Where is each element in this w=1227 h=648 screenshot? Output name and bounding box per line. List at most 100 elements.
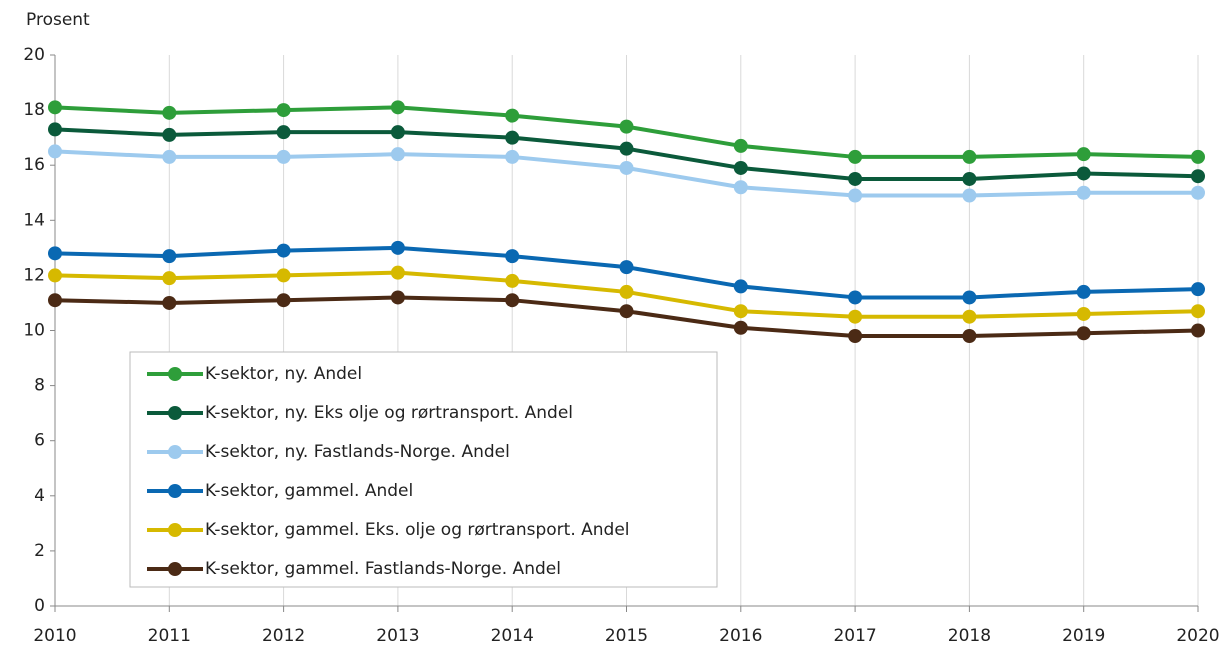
x-tick-label: 2018 — [948, 626, 991, 646]
legend-marker — [168, 562, 182, 576]
data-point — [848, 149, 863, 164]
data-point — [505, 273, 520, 288]
data-point — [48, 246, 62, 261]
data-point — [162, 127, 177, 142]
data-point — [962, 149, 977, 164]
data-point — [1191, 323, 1205, 338]
x-tick-label: 2011 — [148, 626, 191, 646]
data-point — [1076, 306, 1091, 321]
x-tick-label: 2017 — [833, 626, 876, 646]
data-point — [162, 249, 177, 264]
data-point — [1076, 284, 1091, 299]
legend-label: K-sektor, gammel. Andel — [205, 481, 413, 501]
data-point — [505, 108, 520, 123]
data-point — [848, 171, 863, 186]
data-point — [962, 290, 977, 305]
data-point — [962, 329, 977, 344]
legend-label: K-sektor, gammel. Fastlands-Norge. Andel — [205, 559, 561, 579]
y-tick-label: 20 — [23, 45, 45, 65]
data-point — [1076, 166, 1091, 181]
data-point — [276, 268, 291, 283]
y-tick-label: 4 — [34, 486, 45, 506]
data-point — [619, 141, 634, 156]
data-point — [1076, 147, 1091, 162]
data-point — [619, 260, 634, 275]
data-point — [619, 284, 634, 299]
data-point — [390, 125, 405, 140]
data-point — [276, 243, 291, 258]
data-point — [276, 149, 291, 164]
data-point — [505, 130, 520, 145]
data-point — [1191, 185, 1205, 200]
data-point — [1191, 282, 1205, 297]
data-point — [276, 293, 291, 308]
data-point — [619, 304, 634, 319]
y-tick-label: 8 — [34, 376, 45, 396]
legend-marker — [168, 523, 182, 537]
data-point — [505, 293, 520, 308]
data-point — [1191, 149, 1205, 164]
data-point — [48, 268, 62, 283]
data-point — [505, 249, 520, 264]
data-point — [733, 279, 748, 294]
data-point — [505, 149, 520, 164]
data-point — [733, 304, 748, 319]
data-point — [390, 265, 405, 280]
x-tick-label: 2014 — [491, 626, 534, 646]
data-point — [48, 100, 62, 115]
data-point — [48, 144, 62, 159]
data-point — [733, 160, 748, 175]
data-point — [962, 309, 977, 324]
data-point — [1076, 185, 1091, 200]
data-point — [162, 271, 177, 286]
x-tick-label: 2016 — [719, 626, 762, 646]
data-point — [619, 160, 634, 175]
legend-label: K-sektor, ny. Andel — [205, 364, 362, 384]
y-tick-label: 2 — [34, 541, 45, 561]
y-tick-label: 16 — [23, 155, 45, 175]
data-point — [733, 138, 748, 153]
x-tick-label: 2019 — [1062, 626, 1105, 646]
legend-marker — [168, 445, 182, 459]
x-tick-label: 2010 — [33, 626, 76, 646]
legend-marker — [168, 484, 182, 498]
legend-marker — [168, 406, 182, 420]
x-tick-label: 2012 — [262, 626, 305, 646]
y-tick-label: 14 — [23, 210, 45, 230]
data-point — [390, 100, 405, 115]
data-point — [390, 240, 405, 255]
data-point — [733, 320, 748, 335]
data-point — [1076, 326, 1091, 341]
y-tick-label: 18 — [23, 100, 45, 120]
data-point — [619, 119, 634, 134]
legend-label: K-sektor, ny. Fastlands-Norge. Andel — [205, 442, 510, 462]
x-tick-label: 2020 — [1176, 626, 1219, 646]
data-point — [162, 105, 177, 120]
data-point — [848, 290, 863, 305]
x-tick-label: 2013 — [376, 626, 419, 646]
legend-marker — [168, 367, 182, 381]
data-point — [848, 309, 863, 324]
legend-label: K-sektor, ny. Eks olje og rørtransport. … — [205, 403, 573, 423]
data-point — [962, 171, 977, 186]
y-tick-label: 0 — [34, 596, 45, 616]
data-point — [48, 293, 62, 308]
data-point — [276, 125, 291, 140]
data-point — [162, 295, 177, 310]
data-point — [162, 149, 177, 164]
data-point — [848, 329, 863, 344]
x-tick-label: 2015 — [605, 626, 648, 646]
data-point — [848, 188, 863, 203]
data-point — [733, 180, 748, 195]
data-point — [276, 103, 291, 118]
data-point — [1191, 304, 1205, 319]
data-point — [390, 290, 405, 305]
data-point — [48, 122, 62, 137]
y-tick-label: 10 — [23, 321, 45, 341]
y-tick-label: 6 — [34, 431, 45, 451]
y-tick-label: 12 — [23, 265, 45, 285]
data-point — [390, 147, 405, 162]
data-point — [962, 188, 977, 203]
y-axis-label: Prosent — [26, 10, 90, 30]
